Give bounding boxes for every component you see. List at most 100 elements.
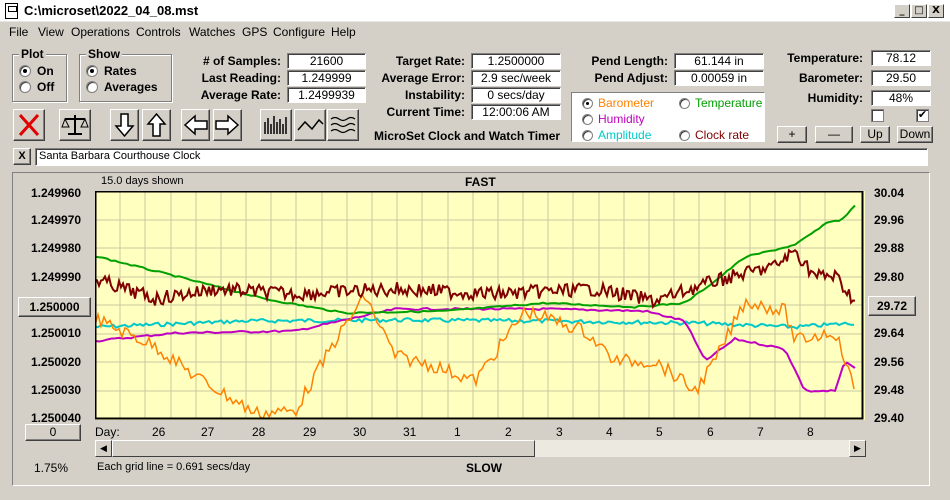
- menu-controls[interactable]: Controls: [136, 25, 181, 39]
- scale-minus-button[interactable]: —: [815, 126, 853, 143]
- menu-file[interactable]: File: [9, 25, 29, 39]
- left-tick: 1.250020: [31, 355, 82, 369]
- barometer-label: Barometer:: [798, 71, 863, 85]
- rate-plot[interactable]: [95, 191, 865, 420]
- plot-on-radio[interactable]: On: [19, 64, 54, 78]
- percent-label: 1.75%: [34, 461, 69, 475]
- scroll-up-button[interactable]: Up: [860, 126, 890, 143]
- series-amplitude-radio[interactable]: Amplitude: [582, 128, 651, 142]
- env-check-1[interactable]: [871, 109, 884, 122]
- radio-icon: [86, 81, 98, 93]
- slow-label: SLOW: [466, 461, 502, 475]
- clock-name-field[interactable]: Santa Barbara Courthouse Clock: [35, 148, 928, 166]
- menu-view[interactable]: View: [38, 25, 64, 39]
- last-reading-field: 1.249999: [287, 70, 366, 86]
- radio-icon: [679, 129, 690, 141]
- balance-button[interactable]: [59, 109, 91, 141]
- days-shown-label: 15.0 days shown: [101, 175, 184, 187]
- show-rates-radio[interactable]: Rates: [86, 64, 137, 78]
- last-reading-label: Last Reading:: [201, 71, 281, 85]
- stop-button[interactable]: [13, 109, 45, 141]
- show-rates-label: Rates: [104, 64, 137, 78]
- series-temperature-radio[interactable]: Temperature: [679, 96, 762, 110]
- pend-length-field: 61.144 in: [674, 53, 764, 69]
- pend-adjust-field: 0.00059 in: [674, 70, 764, 86]
- arrow-down-icon: [114, 113, 135, 138]
- right-tick: 29.64: [874, 326, 905, 340]
- right-tick: 29.40: [874, 411, 905, 425]
- title-bar: C:\microset\2022_04_08.mst _ □ X: [0, 0, 950, 22]
- barometer-field: 29.50: [871, 70, 931, 86]
- bars-view-button[interactable]: [260, 109, 292, 141]
- radio-icon: [582, 113, 593, 125]
- wave-icon: [330, 116, 356, 134]
- target-rate-field: 1.2500000: [471, 53, 561, 69]
- humidity-label: Humidity:: [807, 91, 863, 105]
- left-tick: 1.250030: [31, 383, 82, 397]
- scale-balance-icon: [61, 115, 89, 135]
- right-baro-button[interactable]: 29.72: [868, 296, 916, 316]
- x-icon: [18, 113, 40, 137]
- arrow-right-button[interactable]: [213, 109, 242, 141]
- series-clock-rate-label: Clock rate: [695, 128, 750, 142]
- plot-group-title: Plot: [19, 47, 46, 61]
- checkmark-icon: ✔: [917, 109, 928, 121]
- wave-view-button[interactable]: [327, 109, 359, 141]
- menu-operations[interactable]: Operations: [71, 25, 130, 39]
- line-view-button[interactable]: [294, 109, 326, 141]
- menu-configure[interactable]: Configure: [273, 25, 326, 39]
- temperature-field: 78.12: [871, 50, 931, 66]
- plot-off-radio[interactable]: Off: [19, 80, 54, 94]
- show-averages-radio[interactable]: Averages: [86, 80, 158, 94]
- arrow-down-button[interactable]: [110, 109, 139, 141]
- average-error-field: 2.9 sec/week: [471, 70, 561, 86]
- series-humidity-radio[interactable]: Humidity: [582, 112, 645, 126]
- series-barometer-radio[interactable]: Barometer: [582, 96, 654, 110]
- x-tick: 7: [757, 425, 764, 439]
- x-tick: 27: [201, 425, 215, 439]
- pend-length-label: Pend Length:: [591, 54, 668, 68]
- menu-gps[interactable]: GPS: [242, 25, 268, 39]
- instability-field: 0 secs/day: [471, 87, 561, 103]
- temperature-label: Temperature:: [787, 51, 863, 65]
- average-error-label: Average Error:: [381, 71, 465, 85]
- offset-zero-button[interactable]: 0: [25, 424, 81, 441]
- humidity-field: 48%: [871, 90, 931, 106]
- maximize-button[interactable]: □: [911, 4, 927, 18]
- average-rate-label: Average Rate:: [200, 88, 281, 102]
- minimize-button[interactable]: _: [894, 4, 910, 18]
- x-tick: 31: [403, 425, 417, 439]
- arrow-left-icon: [183, 114, 208, 136]
- arrow-left-icon: ◀: [100, 443, 107, 453]
- x-tick: 2: [505, 425, 512, 439]
- arrow-right-icon: [215, 114, 240, 136]
- series-amplitude-label: Amplitude: [598, 128, 652, 142]
- scroll-left-button[interactable]: ◀: [95, 440, 112, 457]
- arrow-right-icon: ▶: [854, 443, 861, 453]
- grid-note: Each grid line = 0.691 secs/day: [97, 461, 251, 473]
- left-zero-button[interactable]: 1.250000: [18, 297, 91, 317]
- current-time-field: 12:00:06 AM: [471, 104, 561, 120]
- arrow-left-button[interactable]: [181, 109, 210, 141]
- scale-plus-button[interactable]: +: [777, 126, 807, 143]
- arrow-up-button[interactable]: [142, 109, 171, 141]
- right-tick: 29.88: [874, 241, 905, 255]
- fast-label: FAST: [465, 175, 496, 189]
- current-time-label: Current Time:: [386, 105, 465, 119]
- menu-watches[interactable]: Watches: [189, 25, 236, 39]
- samples-field: 21600: [287, 53, 366, 69]
- x-tick: 5: [656, 425, 663, 439]
- menu-help[interactable]: Help: [331, 25, 356, 39]
- scrollbar-thumb[interactable]: [112, 440, 535, 457]
- chart-panel: [12, 172, 930, 486]
- plot-group: Plot On Off: [12, 47, 67, 102]
- horizontal-scrollbar[interactable]: ◀ ▶: [95, 440, 866, 457]
- series-clock-rate-radio[interactable]: Clock rate: [679, 128, 749, 142]
- radio-selected-icon: [582, 97, 593, 109]
- env-check-2[interactable]: ✔: [916, 109, 929, 122]
- clock-rate-trace: [95, 248, 856, 310]
- scroll-down-button[interactable]: Down: [897, 126, 933, 143]
- clock-close-button[interactable]: X: [13, 148, 31, 165]
- scroll-right-button[interactable]: ▶: [849, 440, 866, 457]
- close-button[interactable]: X: [928, 4, 944, 18]
